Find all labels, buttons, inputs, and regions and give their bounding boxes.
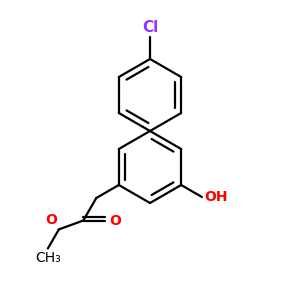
Text: CH₃: CH₃ bbox=[35, 251, 61, 266]
Text: Cl: Cl bbox=[142, 20, 158, 35]
Text: O: O bbox=[45, 213, 57, 227]
Text: O: O bbox=[109, 214, 121, 227]
Text: OH: OH bbox=[204, 190, 227, 204]
